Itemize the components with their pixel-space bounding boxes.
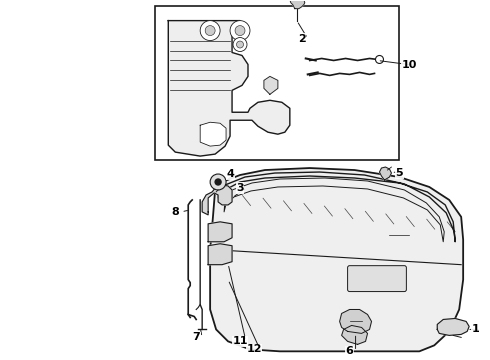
Text: 6: 6 [345,346,353,356]
Circle shape [375,55,384,63]
Circle shape [205,26,215,36]
Polygon shape [342,325,368,345]
Circle shape [235,26,245,36]
FancyBboxPatch shape [347,266,406,292]
Polygon shape [379,167,392,180]
Text: 3: 3 [236,183,244,193]
Text: 11: 11 [232,336,248,346]
Text: 7: 7 [192,332,200,342]
Polygon shape [200,122,226,146]
Circle shape [230,21,250,41]
Circle shape [233,37,247,51]
Text: 12: 12 [246,345,262,354]
Circle shape [200,21,220,41]
Polygon shape [340,310,371,333]
Text: 5: 5 [395,168,403,178]
Text: 4: 4 [226,169,234,179]
Polygon shape [210,168,463,351]
Circle shape [210,174,226,190]
Polygon shape [437,319,469,336]
Polygon shape [202,185,232,215]
Text: 8: 8 [172,207,179,217]
Polygon shape [290,0,305,9]
Text: 10: 10 [402,60,417,71]
Polygon shape [208,244,232,265]
Text: 2: 2 [298,33,306,44]
Polygon shape [264,76,278,94]
Text: 1: 1 [471,324,479,334]
Circle shape [215,179,221,185]
Polygon shape [168,21,290,156]
Bar [155,6,399,160]
Circle shape [237,41,244,48]
Polygon shape [208,222,232,242]
